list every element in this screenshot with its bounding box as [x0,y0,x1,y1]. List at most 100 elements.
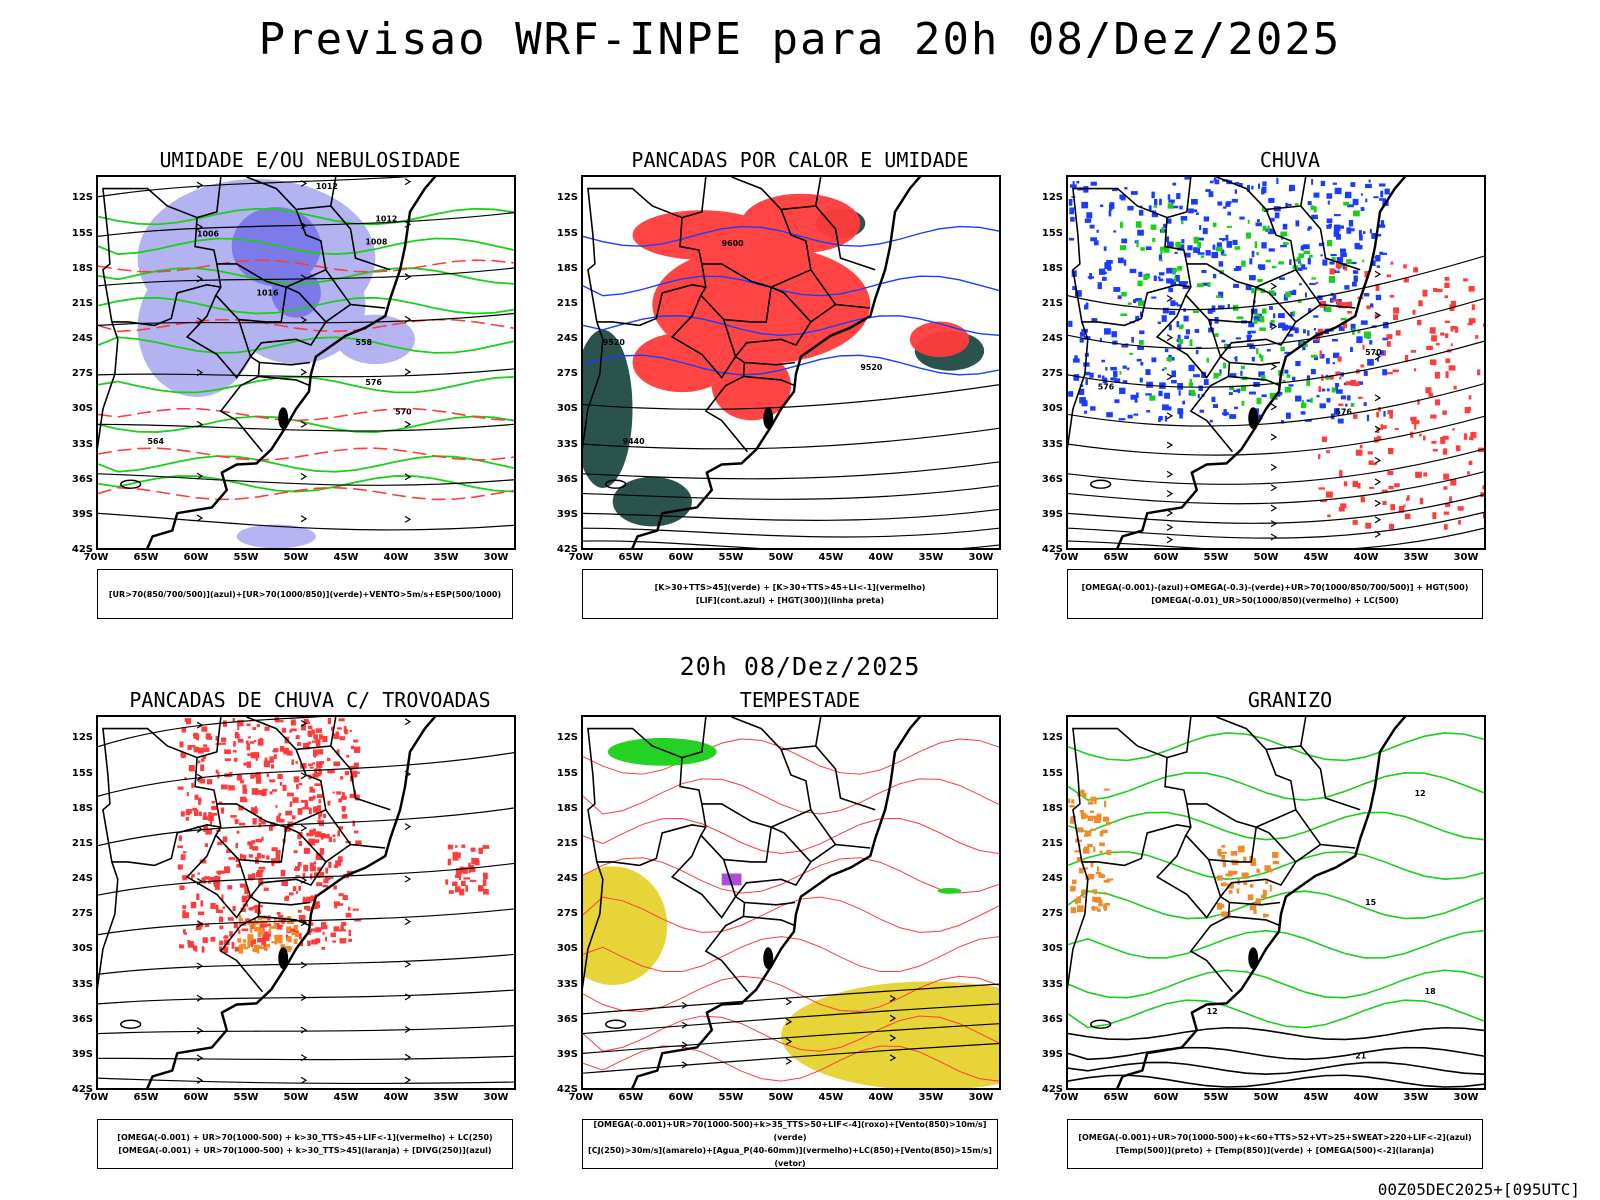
omega-red-cell [1468,460,1473,466]
omega-blue-cell [1104,262,1111,270]
trovoadas-red-cell [258,822,261,828]
omega-blue-cell [1294,327,1299,334]
trovoadas-red-cell [206,748,210,753]
omega-blue-cell [1249,258,1253,265]
omega-red-cell [1468,318,1476,323]
k-tts-green-area [583,329,633,488]
map-granizo[interactable]: 12 15 21 18 12 [1066,715,1486,1090]
trovoadas-red-cell [182,910,186,917]
trovoadas-red-cell [267,917,270,921]
omega-blue-cell [1300,411,1306,415]
omega-red-cell [1403,264,1407,269]
omega-blue-cell [1301,264,1306,270]
omega-green-cell [1261,308,1267,314]
omega-blue-cell [1369,303,1374,308]
lon-label: 30W [1453,1092,1479,1103]
trovoadas-red-east-cell [461,844,466,848]
lon-label: 30W [968,1092,994,1103]
omega-orange-cell [1081,889,1087,895]
trovoadas-red-cell [306,896,313,903]
map-chuva[interactable]: 576 576 570 [1066,175,1486,550]
map-umidade[interactable]: 1012 1008 1006 1016 576 570 564 558 1012 [96,175,516,550]
omega-green-cell [1308,254,1313,258]
trovoadas-red-cell [272,789,278,792]
lat-label: 42S [1041,544,1063,555]
trovoadas-red-cell [313,903,319,910]
map-pancadas-calor[interactable]: 9600 9520 9440 9520 [581,175,1001,550]
contour-label: 576 [1335,407,1352,416]
omega-blue-cell [1193,209,1198,213]
trovoadas-red-cell [263,887,269,891]
omega-red-cell [1444,320,1450,324]
contour-label: 1012 [375,215,397,224]
omega-blue-cell [1234,406,1238,410]
omega-orange-cell [1088,873,1095,880]
omega-blue-cell [1295,360,1301,367]
border-line [1186,749,1297,828]
omega-orange-cell [1087,801,1094,805]
lon-label: 60W [1153,1092,1179,1103]
border-line [1155,294,1222,379]
lon-label: 50W [1253,1092,1279,1103]
omega-blue-cell [1090,181,1097,186]
lon-label: 30W [483,552,509,563]
map-tempestade[interactable] [581,715,1001,1090]
omega-blue-cell [1084,218,1092,223]
omega-orange-2-cell [1249,905,1257,911]
omega-blue-cell [1307,226,1312,230]
trovoadas-red-cell [296,784,299,790]
trovoadas-orange-cell [287,935,292,943]
omega-orange-cell [1076,896,1082,904]
omega-green-cell [1189,339,1193,347]
omega-blue-cell [1158,418,1161,423]
omega-red-cell [1417,399,1420,405]
omega-blue-cell [1333,214,1341,217]
trovoadas-orange-cell [286,926,291,933]
trovoadas-red-cell [216,870,224,874]
trovoadas-red-cell [311,939,318,945]
streamline [98,953,514,975]
omega-blue-cell [1171,200,1174,204]
omega-green-cell [1234,246,1240,250]
stream-arrow [1166,509,1174,517]
omega-red-cell [1475,335,1479,339]
border-line [814,177,876,271]
lat-label: 21S [71,297,93,309]
stream-arrow [196,962,204,970]
omega-green-cell [1137,280,1143,287]
borders [1068,717,1361,993]
lon-label: 50W [283,1092,309,1103]
lat-label: 39S [71,1048,93,1060]
trovoadas-red-cell [235,842,238,849]
omega-blue-cell [1209,180,1214,184]
omega-blue-cell [1177,344,1182,351]
lat-label: 33S [556,438,578,450]
trovoadas-orange-cell [271,941,276,944]
trovoadas-red-cell [292,886,297,892]
streamline [1068,383,1484,427]
omega-blue-cell [1096,229,1099,233]
ur-1000-850-line [98,455,514,473]
stream-arrow [1270,504,1278,512]
trovoadas-red-cell [342,895,348,900]
omega-blue-cell [1165,236,1170,243]
trovoadas-red-cell [263,935,270,941]
trovoadas-red-cell [264,726,270,731]
map-trovoadas[interactable] [96,715,516,1090]
omega-blue-cell [1227,211,1231,216]
temp-500-line [1068,1061,1484,1075]
lon-label: 50W [283,552,309,563]
lon-label: 40W [868,1092,894,1103]
lat-label: 21S [556,837,578,849]
omega-blue-cell [1162,307,1169,314]
omega-green-cell [1229,387,1235,391]
panel-title-tempestade: TEMPESTADE [739,688,861,712]
omega-blue-cell [1161,315,1167,322]
omega-red-cell [1318,487,1325,490]
omega-red-cell [1389,294,1395,298]
omega-red-cell [1450,343,1453,347]
lat-label: 15S [556,767,578,779]
trovoadas-red-cell [240,907,246,913]
contour-label: 564 [148,437,165,446]
trovoadas-red-cell [330,769,335,774]
